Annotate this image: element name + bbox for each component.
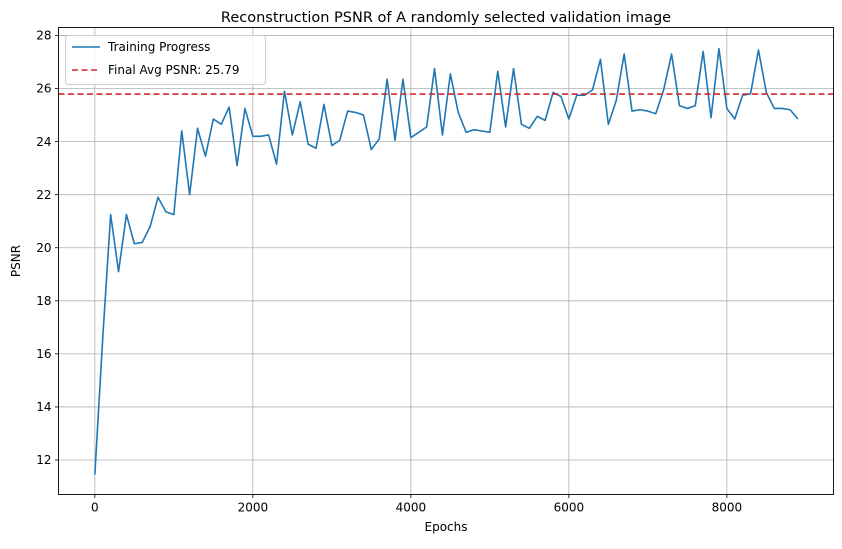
y-tick-label: 22 (36, 188, 51, 202)
y-tick-label: 14 (36, 400, 51, 414)
chart-title: Reconstruction PSNR of A randomly select… (221, 10, 671, 26)
y-tick-label: 24 (36, 135, 51, 149)
grid-layer (58, 27, 834, 495)
y-axis-label: PSNR (9, 245, 23, 277)
x-tick-label: 4000 (396, 501, 427, 515)
x-tick-label: 6000 (554, 501, 585, 515)
y-tick-label: 18 (36, 294, 51, 308)
axes-frame (58, 27, 834, 495)
legend-box (65, 35, 266, 85)
tick-layer: 0 2000 4000 6000 8000 12 14 16 18 20 22 24 26 28 (36, 29, 742, 515)
x-tick-label: 8000 (712, 501, 743, 515)
series-line-training-progress (94, 47, 799, 475)
y-tick-label: 26 (36, 82, 51, 96)
x-axis-label: Epochs (425, 520, 468, 534)
legend-label-training-progress: Training Progress (107, 40, 210, 54)
legend-label-final-avg: Final Avg PSNR: 25.79 (108, 63, 240, 77)
series-layer (58, 47, 834, 475)
legend: Training Progress Final Avg PSNR: 25.79 (65, 35, 266, 85)
x-tick-label: 2000 (238, 501, 269, 515)
x-tick-label: 0 (91, 501, 99, 515)
y-tick-label: 28 (36, 29, 51, 43)
y-tick-label: 16 (36, 347, 51, 361)
y-tick-label: 20 (36, 241, 51, 255)
y-tick-label: 12 (36, 453, 51, 467)
